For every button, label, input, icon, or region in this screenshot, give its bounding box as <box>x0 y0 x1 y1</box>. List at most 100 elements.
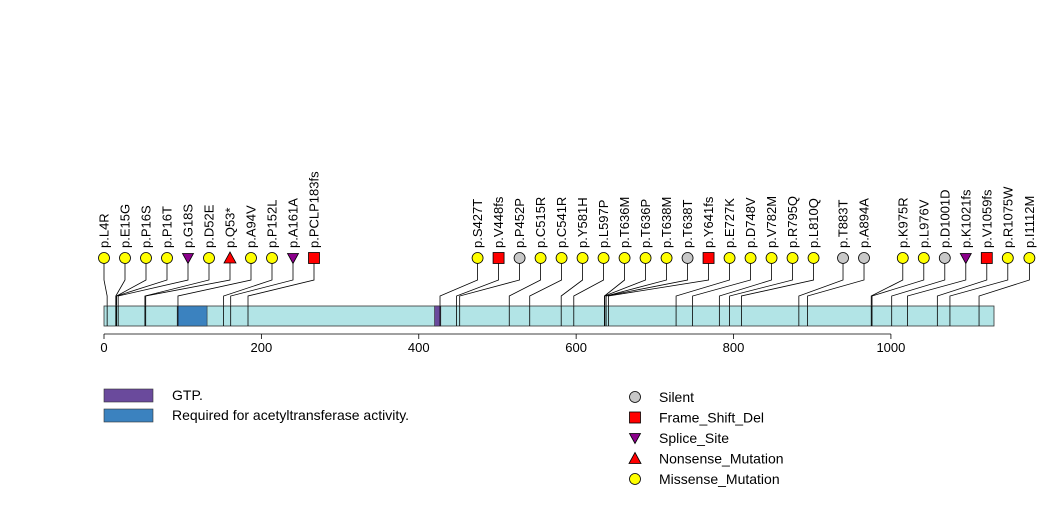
type-legend-label: Splice_Site <box>659 430 729 446</box>
mutation-marker <box>203 252 215 264</box>
axis-tick-label: 800 <box>723 340 745 355</box>
mutation-marker <box>959 253 972 265</box>
mutation-label: p.T636M <box>617 197 632 248</box>
mutation-marker <box>286 253 300 265</box>
mutation-marker <box>1023 252 1036 264</box>
mutation-marker <box>896 252 909 264</box>
mutation-marker <box>555 252 568 264</box>
mutation-label: p.V448fs <box>491 196 506 248</box>
type-legend-marker <box>629 473 641 485</box>
axis-tick-label: 1000 <box>876 340 905 355</box>
mutation-label: p.K975R <box>895 197 910 248</box>
mutation-label: p.P16T <box>160 206 175 248</box>
mutation-marker <box>140 252 152 264</box>
protein-backbone-group <box>103 305 995 327</box>
domain-legend-label: GTP. <box>172 387 203 403</box>
x-axis: 0 200 400 600 800 1000 <box>100 333 905 355</box>
mutation-marker <box>765 252 778 264</box>
mutation-marker <box>660 252 673 264</box>
type-legend-label: Frame_Shift_Del <box>659 410 764 426</box>
mutation-label: p.C541R <box>554 197 569 248</box>
mutation-label: p.V1059fs <box>979 189 994 248</box>
mutation-label: p.V782M <box>764 196 779 248</box>
type-legend-marker <box>628 451 642 464</box>
domain-legend-label: Required for acetyltransferase activity. <box>172 407 409 423</box>
axis-tick-label: 200 <box>251 340 273 355</box>
mutation-label: p.K1021fs <box>958 189 973 248</box>
mutation-label: p.R795Q <box>785 196 800 248</box>
mutation-label: p.T883T <box>836 200 851 248</box>
mutation-marker <box>161 252 173 264</box>
mutation-label: p.L976V <box>916 199 931 248</box>
domain-block <box>176 305 208 327</box>
lollipop-heads-group <box>98 251 1036 265</box>
mutation-marker <box>807 252 820 264</box>
domain-legend-swatch <box>103 408 154 423</box>
mutation-label: p.I1112M <box>1022 196 1037 248</box>
type-legend-marker <box>629 411 641 424</box>
domain-legend-swatch <box>103 388 154 403</box>
mutation-marker <box>837 252 849 264</box>
type-legend-label: Nonsense_Mutation <box>659 451 784 467</box>
mutation-marker <box>98 252 110 264</box>
domain-block <box>434 305 442 327</box>
axis-tick-label: 400 <box>408 340 430 355</box>
mutation-label: p.D1001D <box>937 189 952 248</box>
mutation-marker <box>492 252 505 264</box>
mutation-labels-group: p.L4R p.E15G p.P16S p.P16T p.G18S p.D52E p.Q53… <box>97 171 1037 248</box>
mutation-marker <box>597 252 610 264</box>
mutation-label: p.D748V <box>743 197 758 248</box>
type-legend-label: Missense_Mutation <box>659 471 780 487</box>
protein-backbone <box>103 305 995 327</box>
mutation-marker <box>534 252 547 264</box>
mutation-label: p.T636P <box>638 199 653 248</box>
domain-legend: GTP. Required for acetyltransferase activ… <box>103 387 409 423</box>
mutation-label: p.A161A <box>286 198 301 248</box>
mutation-marker <box>266 252 278 264</box>
mutation-label: p.L810Q <box>806 198 821 248</box>
mutation-label: p.E15G <box>118 204 133 248</box>
mutation-marker <box>1001 252 1014 264</box>
mutation-marker <box>681 252 694 264</box>
mutation-label: p.P16S <box>139 205 154 248</box>
type-legend-label: Silent <box>659 389 694 405</box>
mutation-label: p.A894A <box>857 198 872 248</box>
mutation-marker <box>181 253 195 265</box>
mutation-marker <box>513 252 526 264</box>
mutation-marker <box>639 252 652 264</box>
mutation-type-legend: Silent Frame_Shift_Del Splice_Site Nonsense… <box>628 389 784 487</box>
mutation-label: p.P452P <box>512 198 527 248</box>
mutation-label: p.T638T <box>680 200 695 248</box>
mutation-marker <box>223 251 237 264</box>
mutation-label: p.Q53* <box>223 208 238 248</box>
mutation-marker <box>980 252 993 264</box>
mutation-label: p.A94V <box>244 205 259 248</box>
mutation-marker <box>245 252 257 264</box>
mutation-label: p.PCLP183fs <box>307 171 322 248</box>
mutation-label: p.Y581H <box>575 197 590 248</box>
mutation-marker <box>723 252 736 264</box>
mutation-marker <box>308 252 320 264</box>
mutation-marker <box>471 252 484 264</box>
mutation-marker <box>576 252 589 264</box>
type-legend-marker <box>628 433 642 445</box>
mutation-label: p.L4R <box>97 213 112 248</box>
mutation-label: p.E727K <box>722 198 737 248</box>
mutation-label: p.L597P <box>596 200 611 248</box>
mutation-label: p.G18S <box>181 204 196 248</box>
mutation-label: p.Y641fs <box>701 196 716 248</box>
mutation-marker <box>119 252 131 264</box>
mutation-marker <box>917 252 930 264</box>
axis-tick-label: 600 <box>565 340 587 355</box>
mutation-label: p.P152L <box>265 200 280 248</box>
mutation-label: p.R1075W <box>1000 186 1015 248</box>
mutation-marker <box>744 252 757 264</box>
mutation-marker <box>858 252 870 264</box>
mutation-label: p.D52E <box>202 204 217 248</box>
mutation-label: p.C515R <box>533 197 548 248</box>
mutation-marker <box>786 252 799 264</box>
type-legend-marker <box>629 391 641 403</box>
mutation-marker <box>938 252 951 264</box>
mutation-marker <box>702 252 715 264</box>
